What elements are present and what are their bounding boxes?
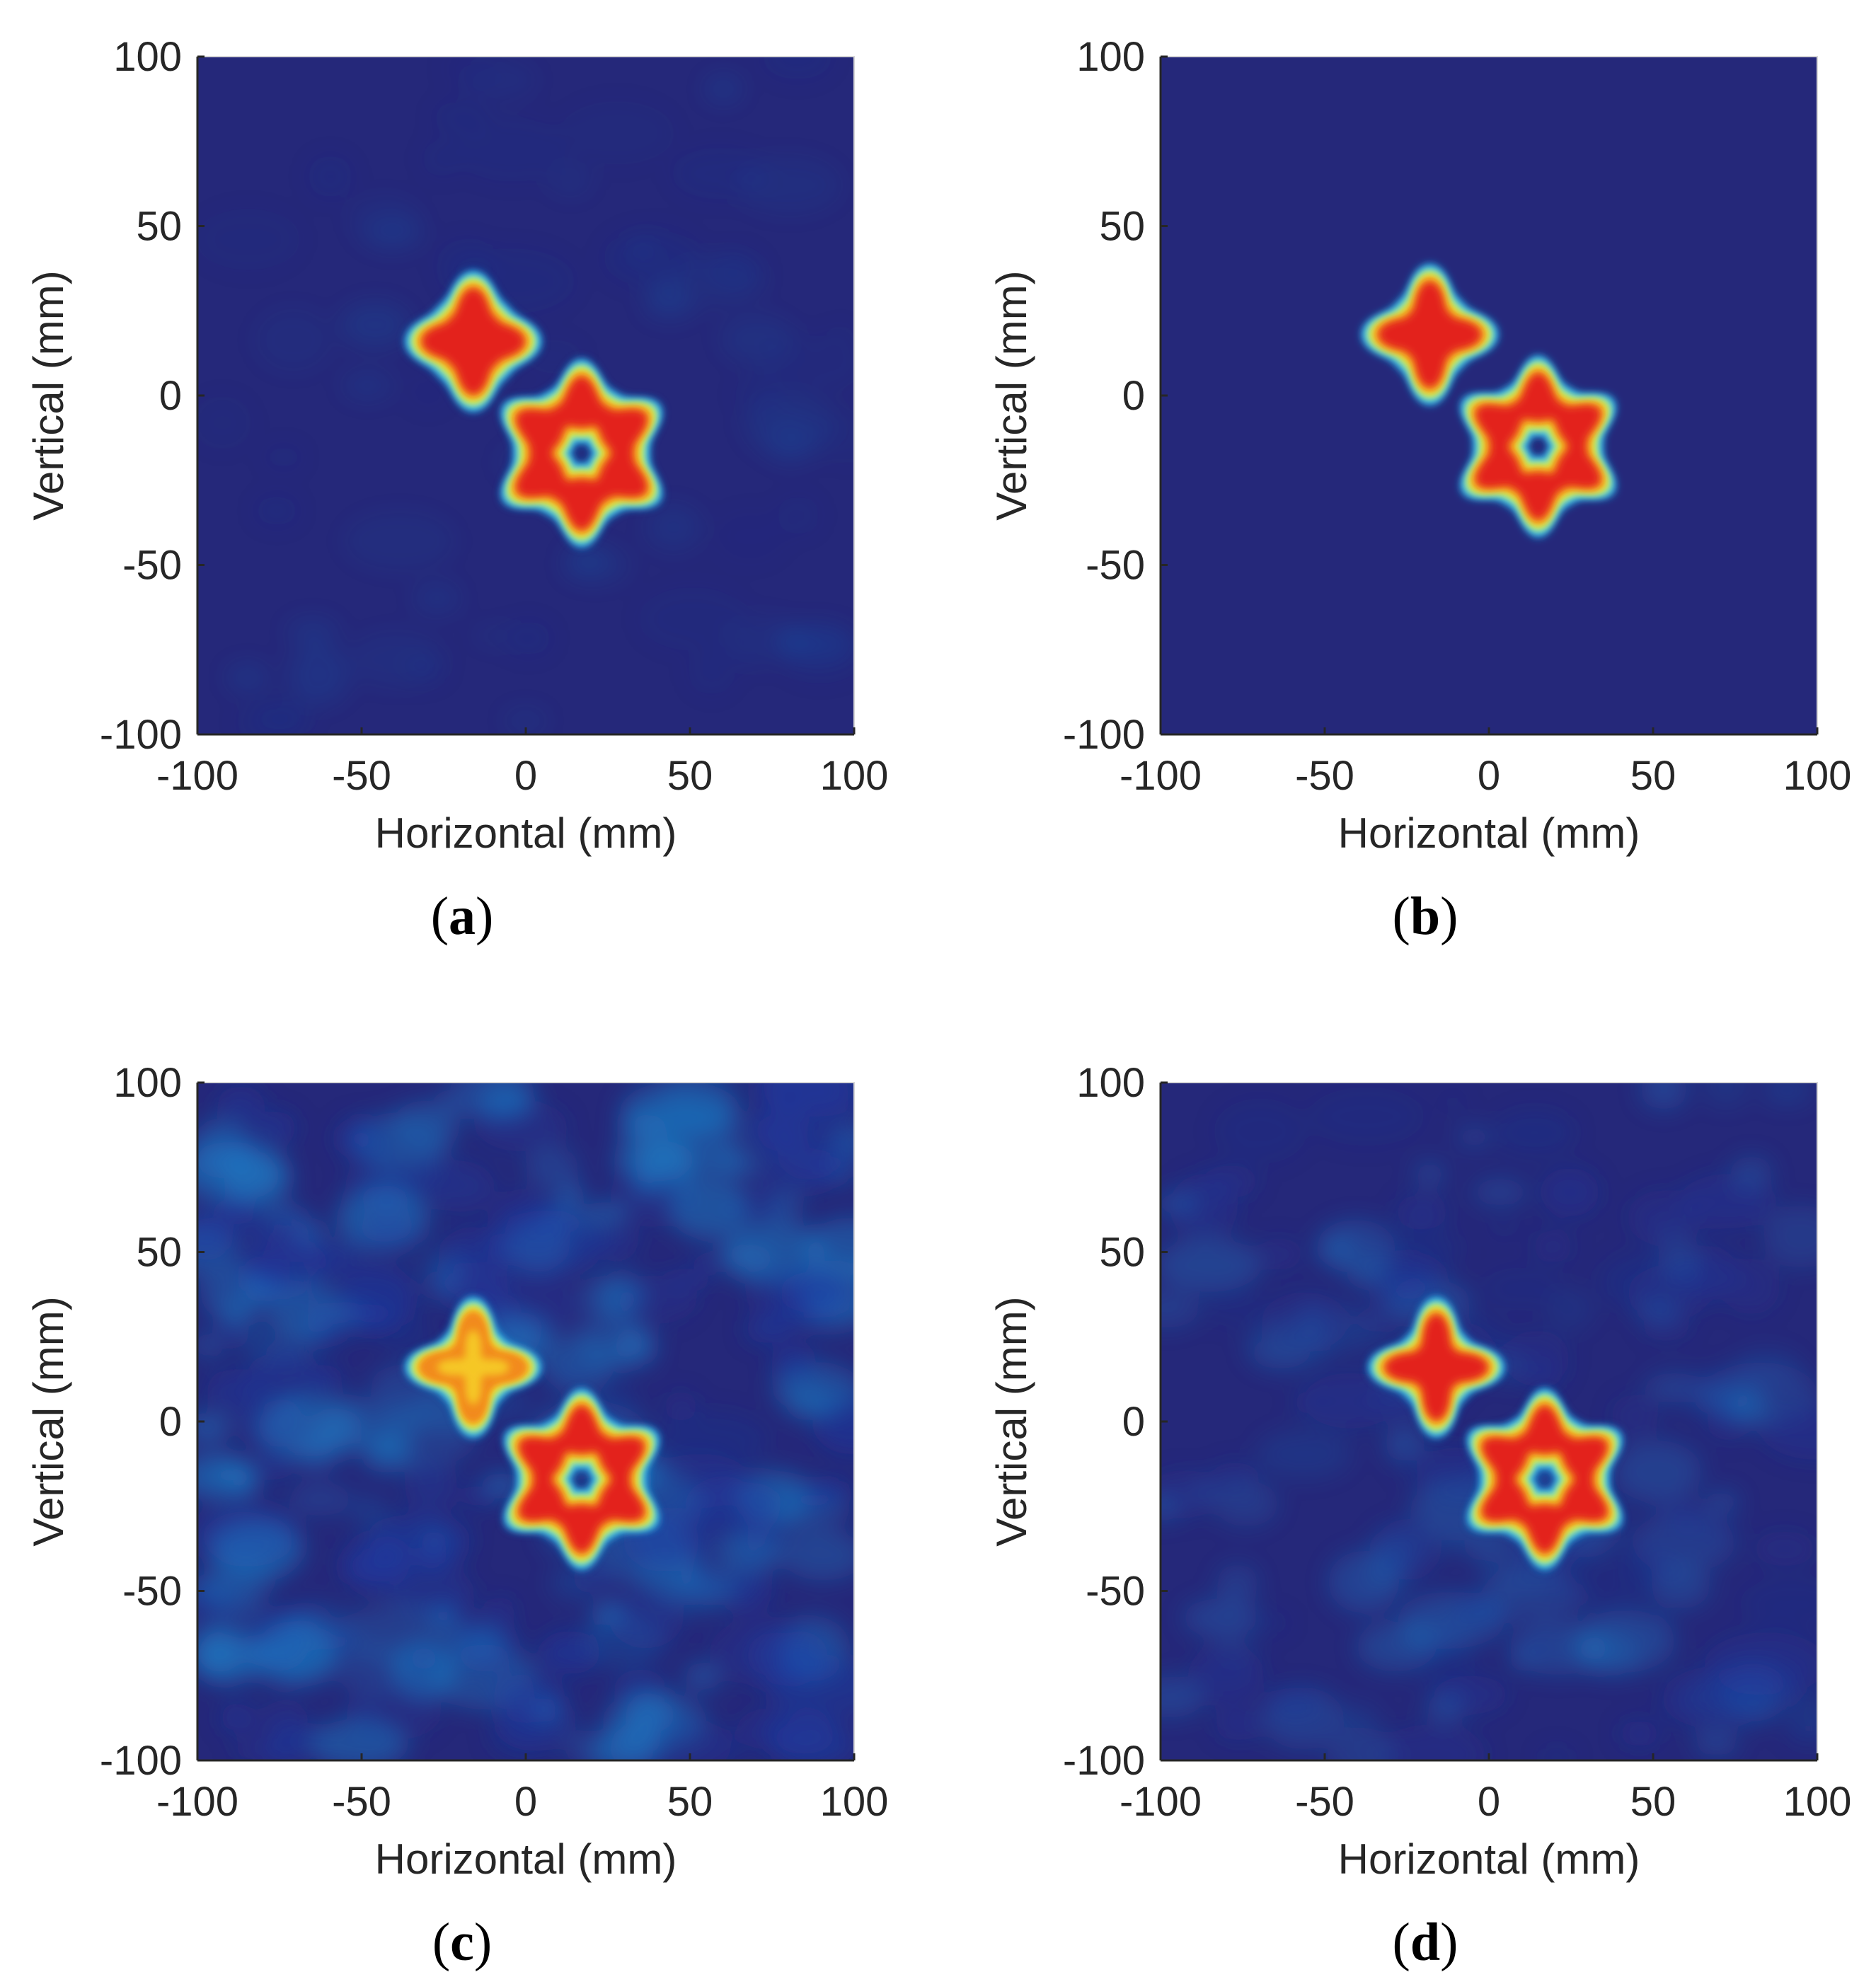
x-tick-label: 100 (1783, 1779, 1852, 1825)
four-point-star-object (404, 270, 543, 413)
x-tick-label: -100 (1120, 753, 1202, 799)
y-tick-label: -50 (1086, 1569, 1145, 1615)
x-tick-label: 50 (1630, 753, 1676, 799)
four-point-star-object (404, 1296, 543, 1438)
x-tick-label: 0 (1478, 1779, 1500, 1825)
axes-box (197, 56, 855, 734)
x-tick-label: 50 (667, 753, 713, 799)
axes-box (197, 1082, 855, 1760)
x-axis-title: Horizontal (mm) (375, 1835, 677, 1883)
background-speckle (197, 1083, 854, 1760)
four-point-star-object (1367, 1296, 1506, 1438)
x-tick-label: 50 (1630, 1779, 1676, 1825)
y-tick-label: -50 (122, 543, 182, 589)
x-tick-label: -100 (156, 753, 238, 799)
y-tick-label: -100 (100, 712, 182, 758)
y-tick-label: -100 (100, 1738, 182, 1784)
y-tick-label: -100 (1063, 1738, 1145, 1784)
x-axis-title: Horizontal (mm) (1338, 1835, 1640, 1883)
y-axis-title: Vertical (mm) (25, 1296, 72, 1546)
y-tick-label: -50 (1086, 543, 1145, 589)
x-tick-label: 100 (820, 753, 889, 799)
six-point-star-object (1460, 354, 1617, 538)
y-tick-label: 100 (113, 1060, 182, 1106)
y-tick-label: 100 (1076, 34, 1145, 80)
x-tick-label: -50 (1295, 753, 1354, 799)
panel-label: (d) (1393, 1913, 1458, 1972)
panel-label: (c) (432, 1913, 492, 1972)
panel-d: -100 -50 0 50 100 100 50 0 -50 -100 Horizontal (mm… (988, 1060, 1852, 1972)
y-tick-label: -100 (1063, 712, 1145, 758)
x-tick-label: 0 (514, 1779, 537, 1825)
y-axis-title: Vertical (mm) (988, 270, 1035, 520)
panel-label: (b) (1393, 887, 1458, 946)
y-tick-label: 100 (1076, 1060, 1145, 1106)
y-tick-label: 0 (159, 373, 182, 419)
y-tick-label: 0 (1122, 1399, 1145, 1445)
x-tick-label: -50 (332, 753, 391, 799)
x-tick-label: 100 (820, 1779, 889, 1825)
x-tick-label: 0 (514, 753, 537, 799)
axes-box (1161, 1082, 1818, 1760)
x-tick-label: -50 (332, 1779, 391, 1825)
panel-label: (a) (431, 887, 494, 946)
y-tick-label: -50 (122, 1569, 182, 1615)
x-tick-label: -100 (1120, 1779, 1202, 1825)
y-axis-title: Vertical (mm) (988, 1296, 1035, 1546)
four-point-star-object (1361, 263, 1499, 406)
panel-c: -100 -50 0 50 100 100 50 0 -50 -100 Horizontal (mm… (25, 1060, 889, 1972)
panel-b: -100 -50 0 50 100 100 50 0 -50 -100 Horizontal (mm… (988, 34, 1851, 946)
y-tick-label: 50 (1099, 1230, 1145, 1276)
y-tick-label: 50 (136, 204, 182, 250)
axes-box (1161, 56, 1818, 734)
y-tick-label: 0 (1122, 373, 1145, 419)
y-tick-label: 100 (113, 34, 182, 80)
x-tick-label: -50 (1295, 1779, 1354, 1825)
x-axis-title: Horizontal (mm) (1338, 809, 1640, 857)
six-point-star-object (1466, 1388, 1623, 1571)
x-axis-title: Horizontal (mm) (375, 809, 677, 857)
y-axis-title: Vertical (mm) (25, 270, 72, 520)
y-tick-label: 0 (159, 1399, 182, 1445)
x-tick-label: 0 (1478, 753, 1500, 799)
x-tick-label: 100 (1783, 753, 1852, 799)
six-point-star-object (503, 1388, 660, 1571)
x-tick-label: 50 (667, 1779, 713, 1825)
panel-a: -100 -50 0 50 100 100 50 0 -50 -100 Horizontal (mm… (25, 34, 888, 946)
y-tick-label: 50 (1099, 204, 1145, 250)
six-point-star-object (500, 358, 663, 548)
x-tick-label: -100 (156, 1779, 238, 1825)
y-tick-label: 50 (136, 1230, 182, 1276)
